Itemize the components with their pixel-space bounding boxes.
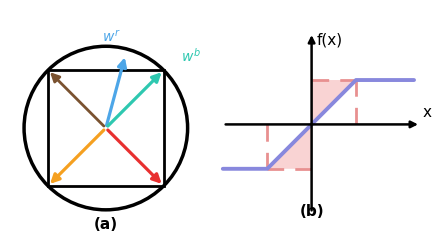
- Text: $w^r$: $w^r$: [102, 29, 121, 45]
- Text: $w^b$: $w^b$: [181, 47, 200, 65]
- Text: (a): (a): [94, 217, 118, 232]
- Polygon shape: [267, 124, 311, 169]
- Text: (b): (b): [299, 204, 324, 219]
- Bar: [48, 70, 164, 186]
- Polygon shape: [311, 80, 356, 124]
- Text: x: x: [422, 105, 431, 120]
- Text: f(x): f(x): [316, 32, 343, 47]
